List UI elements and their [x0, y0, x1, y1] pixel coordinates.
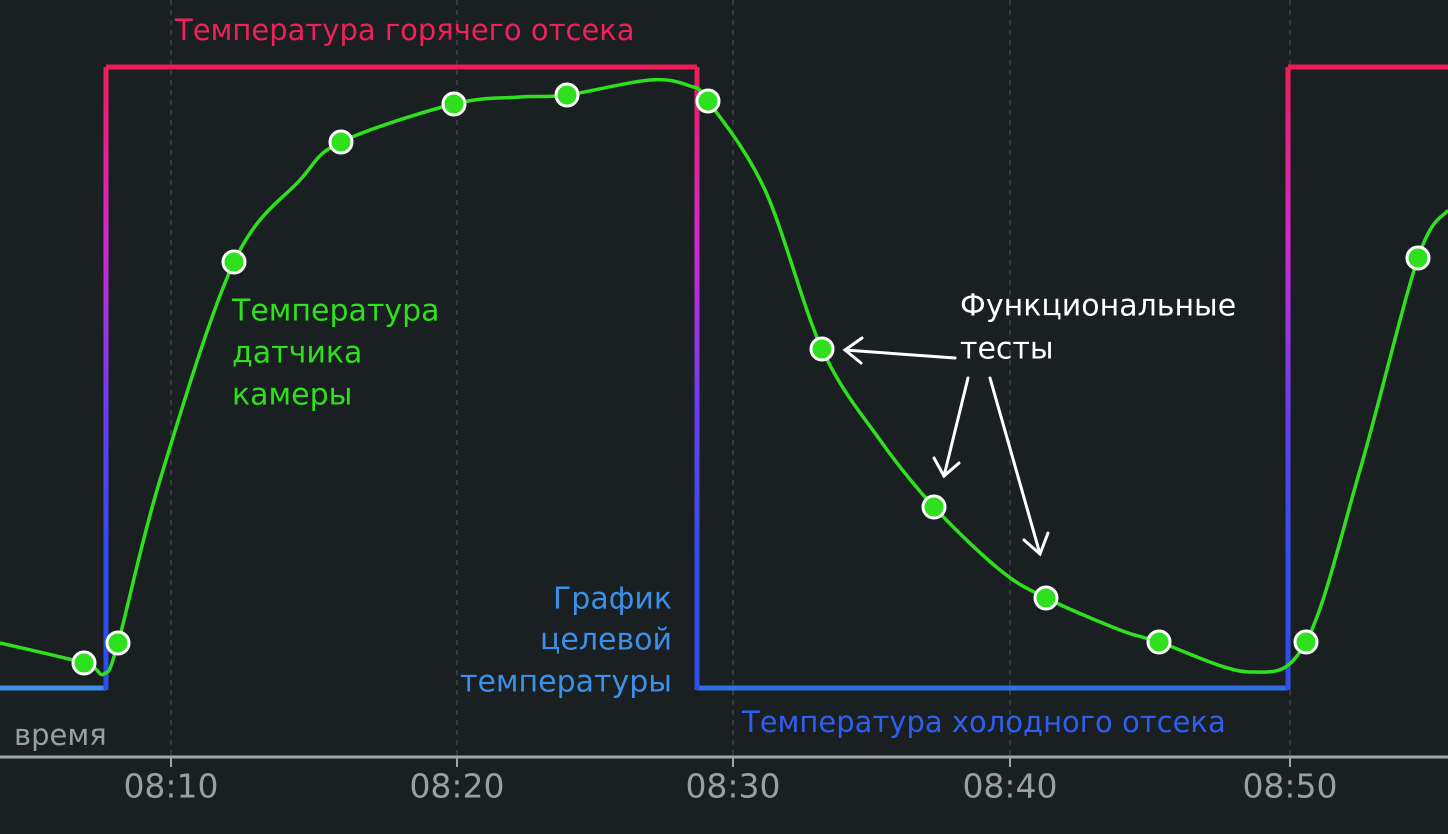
test-point — [105, 630, 131, 656]
target-label: температуры — [460, 665, 672, 700]
time-ticks: 08:10 08:20 08:30 08:40 08:50 — [123, 757, 1338, 806]
sensor-label: камеры — [232, 378, 352, 413]
test-point — [221, 249, 247, 275]
sensor-label: Температура — [231, 294, 440, 329]
target-label: График — [553, 582, 672, 617]
test-point — [809, 336, 835, 362]
test-point — [695, 88, 721, 114]
tick-label: 08:40 — [962, 767, 1057, 806]
test-point — [441, 91, 467, 117]
arrows — [842, 336, 1050, 557]
test-point — [328, 129, 354, 155]
tick-label: 08:50 — [1242, 767, 1337, 806]
test-point — [1405, 245, 1431, 271]
tests-label: Функциональные — [960, 289, 1236, 324]
hot-label: Температура горячего отсека — [174, 13, 635, 47]
test-point — [71, 650, 97, 676]
test-point — [1293, 629, 1319, 655]
test-points — [71, 82, 1431, 676]
tick-label: 08:20 — [409, 767, 504, 806]
sensor-label: датчика — [232, 336, 362, 371]
tests-label: тесты — [960, 332, 1054, 367]
tick-label: 08:30 — [685, 767, 780, 806]
sensor-curve — [0, 77, 1448, 677]
test-point — [554, 82, 580, 108]
test-point — [1146, 629, 1172, 655]
test-point — [1033, 585, 1059, 611]
tick-label: 08:10 — [123, 767, 218, 806]
test-point — [921, 494, 947, 520]
target-label: целевой — [540, 623, 672, 658]
cold-label: Температура холодного отсека — [741, 705, 1226, 739]
axis-label: время — [14, 718, 107, 752]
